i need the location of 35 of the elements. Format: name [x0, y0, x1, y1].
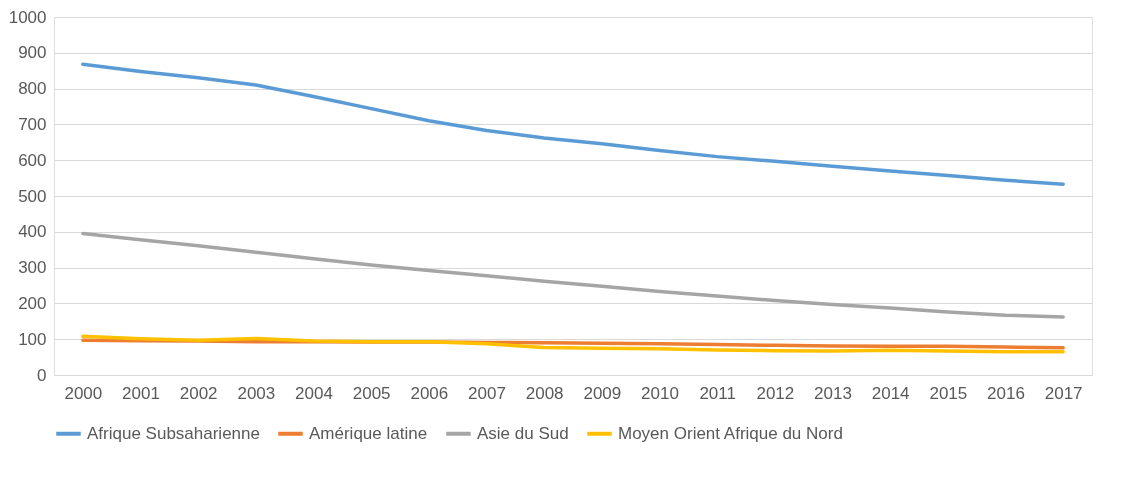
legend-label: Afrique Subsaharienne	[87, 423, 260, 443]
legend-label: Moyen Orient Afrique du Nord	[618, 423, 843, 443]
x-tick-label: 2006	[410, 383, 449, 403]
y-tick-label: 500	[18, 186, 47, 206]
y-tick-label: 600	[18, 150, 47, 170]
x-tick-label: 2017	[1044, 383, 1083, 403]
x-tick-label: 2013	[814, 383, 852, 403]
x-tick-label: 2005	[352, 383, 391, 403]
x-tick-label: 2009	[583, 383, 622, 403]
x-tick-label: 2011	[699, 383, 736, 403]
x-tick-label: 2003	[237, 383, 276, 403]
x-tick-label: 2007	[468, 383, 506, 403]
x-tick-label: 2008	[525, 383, 564, 403]
legend-label: Amérique latine	[309, 423, 428, 443]
x-tick-label: 2012	[756, 383, 795, 403]
x-tick-label: 2010	[641, 383, 679, 403]
y-tick-label: 900	[18, 43, 47, 63]
y-tick-label: 0	[37, 365, 47, 385]
y-tick-label: 400	[18, 222, 47, 242]
x-tick-label: 2002	[179, 383, 218, 403]
x-tick-label: 2004	[295, 383, 333, 403]
y-tick-label: 300	[18, 258, 47, 278]
y-tick-label: 800	[18, 79, 47, 99]
x-tick-label: 2000	[64, 383, 103, 403]
y-tick-label: 200	[18, 293, 47, 313]
x-tick-label: 2016	[987, 383, 1025, 403]
x-tick-label: 2001	[122, 383, 160, 403]
legend-label: Asie du Sud	[477, 423, 569, 443]
y-tick-label: 1000	[8, 7, 47, 27]
y-tick-label: 100	[18, 329, 47, 349]
x-tick-label: 2014	[871, 383, 910, 403]
x-tick-label: 2015	[929, 383, 968, 403]
line-series	[81, 231, 1065, 319]
line-series	[81, 62, 1065, 186]
y-tick-label: 700	[18, 114, 47, 134]
